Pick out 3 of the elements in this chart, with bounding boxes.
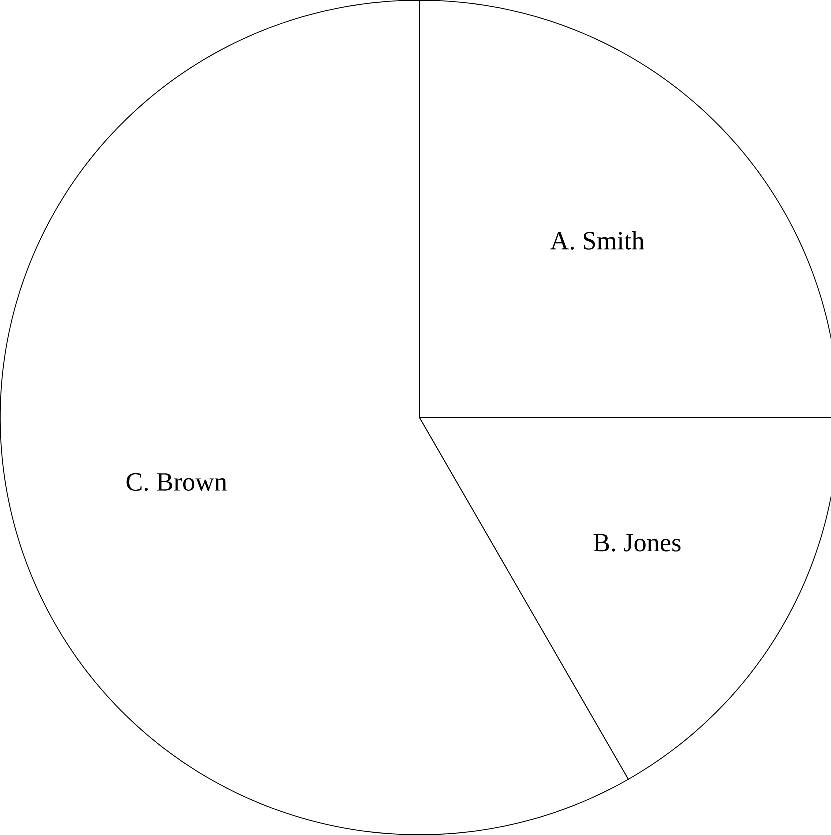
slice-label: C. Brown xyxy=(126,473,228,492)
slice-label: B. Jones xyxy=(594,534,681,552)
slice-label: A. Smith xyxy=(550,231,644,250)
